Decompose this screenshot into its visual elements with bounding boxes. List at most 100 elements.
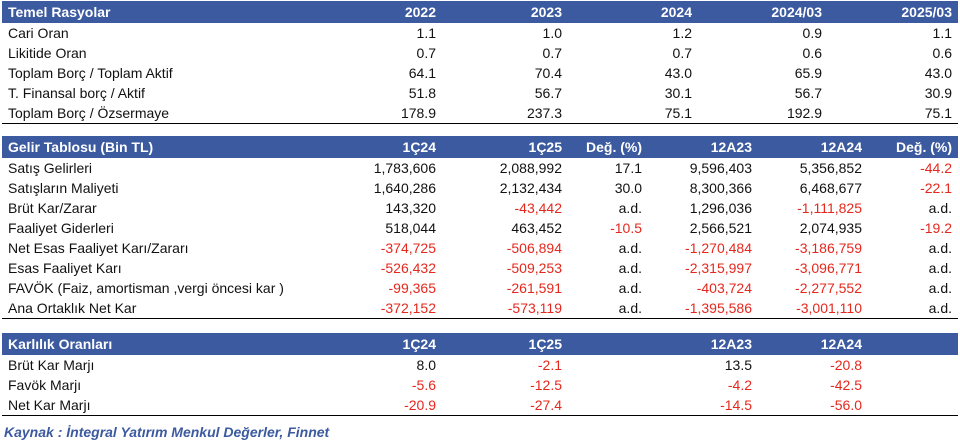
header-cell: 2022 — [322, 1, 442, 23]
value-cell: -5.6 — [411, 377, 436, 393]
value-cell — [868, 395, 958, 416]
value-cell: -10.5 — [610, 220, 642, 236]
table-row: Faaliyet Giderleri 518,044 463,452 -10.5… — [2, 218, 958, 238]
value-cell: -14.5 — [648, 395, 758, 416]
header-cell: 1Ç25 — [442, 333, 568, 355]
value-cell — [568, 395, 648, 416]
row-label: Cari Oran — [8, 25, 69, 41]
table-row: Net Kar Marjı -20.9 -27.4 -14.5 -56.0 — [2, 395, 958, 416]
value-cell: 1.0 — [542, 25, 562, 41]
value-cell: 8.0 — [416, 357, 436, 373]
header-cell: 12A24 — [758, 333, 868, 355]
value-cell: 56.7 — [794, 85, 822, 101]
value-cell: a.d. — [928, 200, 952, 216]
header-cell: 1Ç25 — [442, 136, 568, 158]
value-cell: 0.7 — [542, 45, 562, 61]
value-cell: 30.0 — [614, 180, 642, 196]
value-cell: 2,074,935 — [799, 220, 862, 236]
value-cell: 75.1 — [568, 103, 698, 124]
value-cell: 463,452 — [511, 220, 562, 236]
value-cell: -3,096,771 — [795, 260, 862, 276]
value-cell: 1,296,036 — [689, 200, 752, 216]
header-cell: Değ. (%) — [868, 136, 958, 158]
row-label: Favök Marjı — [8, 377, 82, 393]
value-cell: 192.9 — [698, 103, 828, 124]
header-cell: 12A23 — [648, 333, 758, 355]
table-row: Ana Ortaklık Net Kar -372,152 -573,119 a… — [2, 298, 958, 319]
value-cell: -99,365 — [388, 280, 436, 296]
value-cell: 1,783,606 — [373, 160, 436, 176]
value-cell: 56.7 — [534, 85, 562, 101]
value-cell: a.d. — [618, 240, 642, 256]
value-cell: -19.2 — [920, 220, 952, 236]
row-label: Brüt Kar Marjı — [8, 357, 95, 373]
value-cell: a.d. — [568, 298, 648, 319]
value-cell: -3,186,759 — [795, 240, 862, 256]
value-cell: -2,277,552 — [795, 280, 862, 296]
value-cell: -56.0 — [758, 395, 868, 416]
table-row: Cari Oran 1.1 1.0 1.2 0.9 1.1 — [2, 23, 958, 43]
value-cell: -2.1 — [537, 357, 562, 373]
row-label: Net Kar Marjı — [2, 395, 322, 416]
row-label: FAVÖK (Faiz, amortisman ,vergi öncesi ka… — [8, 280, 284, 296]
value-cell: -2,315,997 — [685, 260, 752, 276]
profitability-margins-table: Karlılık Oranları 1Ç24 1Ç25 12A23 12A24 … — [2, 333, 958, 416]
value-cell: a.d. — [868, 298, 958, 319]
value-cell: -526,432 — [380, 260, 436, 276]
value-cell: -261,591 — [506, 280, 562, 296]
value-cell: a.d. — [618, 200, 642, 216]
value-cell: 9,596,403 — [689, 160, 752, 176]
table-row: Brüt Kar Marjı 8.0 -2.1 13.5 -20.8 — [2, 355, 958, 375]
header-cell: 1Ç24 — [322, 333, 442, 355]
value-cell: 1.2 — [672, 25, 692, 41]
value-cell: -509,253 — [506, 260, 562, 276]
table-row: Favök Marjı -5.6 -12.5 -4.2 -42.5 — [2, 375, 958, 395]
value-cell: a.d. — [928, 240, 952, 256]
value-cell: 17.1 — [614, 160, 642, 176]
value-cell: 1.1 — [416, 25, 436, 41]
value-cell: 13.5 — [724, 357, 752, 373]
row-label: Toplam Borç / Toplam Aktif — [8, 65, 173, 81]
header-cell: 2024 — [568, 1, 698, 23]
row-label: T. Finansal borç / Aktif — [8, 85, 145, 101]
value-cell: 43.0 — [664, 65, 692, 81]
value-cell: -20.8 — [830, 357, 862, 373]
value-cell: 65.9 — [794, 65, 822, 81]
header-cell: 2025/03 — [828, 1, 958, 23]
value-cell: 0.7 — [416, 45, 436, 61]
value-cell: 30.1 — [664, 85, 692, 101]
value-cell: 51.8 — [408, 85, 436, 101]
table-row: T. Finansal borç / Aktif 51.8 56.7 30.1 … — [2, 83, 958, 103]
value-cell: -573,119 — [442, 298, 568, 319]
table-row: Satış Gelirleri 1,783,606 2,088,992 17.1… — [2, 158, 958, 178]
table-row: Toplam Borç / Özsermaye 178.9 237.3 75.1… — [2, 103, 958, 124]
value-cell: 6,468,677 — [799, 180, 862, 196]
value-cell: -20.9 — [322, 395, 442, 416]
row-label: Ana Ortaklık Net Kar — [2, 298, 322, 319]
value-cell: -44.2 — [920, 160, 952, 176]
header-cell: 12A24 — [758, 136, 868, 158]
value-cell: 30.9 — [924, 85, 952, 101]
header-cell: Değ. (%) — [568, 136, 648, 158]
header-cell: 2024/03 — [698, 1, 828, 23]
table-header-row: Temel Rasyolar 2022 2023 2024 2024/03 20… — [2, 1, 958, 23]
value-cell: 2,132,434 — [499, 180, 562, 196]
table-header-row: Karlılık Oranları 1Ç24 1Ç25 12A23 12A24 — [2, 333, 958, 355]
value-cell: -1,270,484 — [685, 240, 752, 256]
table-row: FAVÖK (Faiz, amortisman ,vergi öncesi ka… — [2, 278, 958, 298]
value-cell: -4.2 — [727, 377, 752, 393]
value-cell: 0.9 — [802, 25, 822, 41]
table-row: Likitide Oran 0.7 0.7 0.7 0.6 0.6 — [2, 43, 958, 63]
value-cell: -27.4 — [442, 395, 568, 416]
header-cell — [568, 333, 648, 355]
row-label: Faaliyet Giderleri — [8, 220, 114, 236]
value-cell: 178.9 — [322, 103, 442, 124]
value-cell: -43,442 — [514, 200, 562, 216]
value-cell — [568, 375, 648, 395]
value-cell: -1,111,825 — [797, 200, 862, 216]
table-row: Satışların Maliyeti 1,640,286 2,132,434 … — [2, 178, 958, 198]
header-cell: Karlılık Oranları — [2, 333, 322, 355]
header-cell: 1Ç24 — [322, 136, 442, 158]
row-label: Brüt Kar/Zarar — [8, 200, 97, 216]
table-row: Esas Faaliyet Karı -526,432 -509,253 a.d… — [2, 258, 958, 278]
